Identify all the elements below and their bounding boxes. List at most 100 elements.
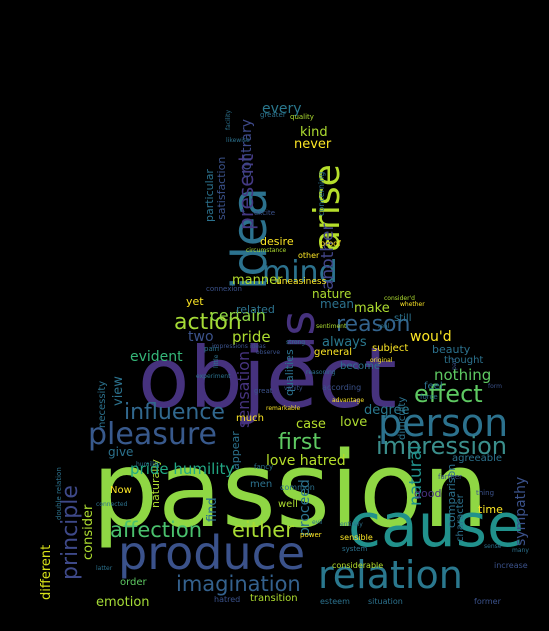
word: evil: [312, 519, 323, 526]
word: many: [512, 547, 529, 554]
word: feel: [424, 381, 443, 392]
word: connected: [96, 501, 128, 508]
word: principle: [58, 485, 83, 580]
word: general: [314, 347, 353, 358]
word: excite: [254, 209, 276, 217]
word: likewise: [226, 137, 250, 144]
word: according: [322, 383, 362, 392]
word: become: [340, 361, 381, 372]
word: order: [120, 577, 147, 588]
word: reasoning: [306, 369, 336, 376]
word: every: [262, 101, 302, 117]
word: person: [378, 401, 509, 445]
word: love hatred: [266, 453, 346, 469]
word: object: [138, 329, 397, 427]
word: still: [394, 313, 412, 324]
word: subject: [372, 343, 409, 354]
word: sense: [484, 543, 502, 550]
word: common: [280, 483, 315, 492]
word: other: [298, 251, 320, 260]
word: strong: [286, 339, 306, 346]
word: concerning: [317, 171, 326, 216]
word: well: [278, 499, 298, 510]
word: fancy: [254, 463, 274, 471]
word: manner: [232, 273, 283, 288]
word: facility: [225, 110, 232, 130]
word: impression: [376, 432, 507, 460]
word: latter: [96, 565, 113, 572]
word: emotion: [96, 595, 150, 610]
word: farther: [438, 473, 462, 481]
word: quality: [290, 113, 314, 121]
word: imagination: [176, 572, 301, 596]
word: whether: [400, 301, 425, 308]
word: observe: [256, 349, 281, 356]
word: vanity: [284, 385, 303, 392]
word: men: [250, 479, 273, 490]
word: passion: [92, 429, 489, 551]
word: reason: [336, 312, 411, 337]
word: thing: [476, 489, 495, 497]
word: particular: [203, 169, 216, 222]
word: desire: [260, 235, 294, 248]
word: nature: [312, 287, 352, 301]
word: good: [414, 487, 442, 500]
word: beauty: [432, 343, 471, 356]
word: great: [254, 387, 273, 395]
word: advantage: [332, 397, 365, 404]
word: certain: [210, 306, 266, 325]
word: agreeable: [452, 453, 503, 464]
word: power: [300, 531, 322, 539]
word: never: [294, 137, 332, 152]
word: mind: [262, 255, 338, 290]
word: consider: [81, 504, 96, 560]
word: force: [420, 393, 438, 401]
word: evident: [130, 349, 183, 365]
word: nothing: [434, 366, 492, 384]
word: different: [39, 544, 54, 600]
word: sympathy: [513, 476, 529, 546]
word: always: [322, 335, 367, 350]
word: much: [236, 413, 264, 424]
word: uneasiness: [276, 277, 327, 287]
word: pride humility: [130, 460, 235, 478]
word: two: [188, 329, 214, 345]
word: first: [278, 430, 321, 455]
word: experiment: [196, 373, 231, 380]
word: impressions ideas: [212, 343, 266, 350]
word: system: [342, 545, 368, 553]
word: increase: [494, 561, 528, 570]
word: hatred: [214, 595, 241, 604]
word: considerable: [332, 561, 384, 570]
word: character: [455, 494, 466, 542]
word: kind: [300, 125, 328, 140]
word: produce: [118, 526, 306, 580]
word: pain: [204, 345, 220, 353]
word: original: [370, 357, 393, 364]
word: make: [354, 301, 390, 316]
word: consider'd: [384, 295, 415, 302]
word: double relation: [55, 467, 63, 520]
word: entirely: [340, 521, 363, 528]
word: transition: [250, 593, 298, 604]
word: related: [236, 303, 275, 316]
word: pride: [232, 328, 271, 346]
word: little: [213, 354, 220, 368]
word: affection: [110, 518, 203, 542]
word: yet: [186, 295, 204, 308]
word: case: [296, 417, 326, 432]
word: relation: [318, 553, 463, 597]
word: influence: [124, 400, 225, 425]
word: Now: [110, 485, 132, 496]
word: give: [108, 445, 134, 459]
word: sentiment: [316, 323, 347, 330]
word: love: [340, 415, 368, 430]
word: action: [174, 310, 242, 335]
word: real: [378, 323, 390, 330]
word: effect: [414, 380, 483, 408]
word: circumstance: [246, 247, 287, 254]
word: humility: [136, 461, 161, 468]
word: wou'd: [410, 329, 452, 345]
word: remarkable: [266, 405, 301, 412]
word: situation: [368, 597, 403, 606]
